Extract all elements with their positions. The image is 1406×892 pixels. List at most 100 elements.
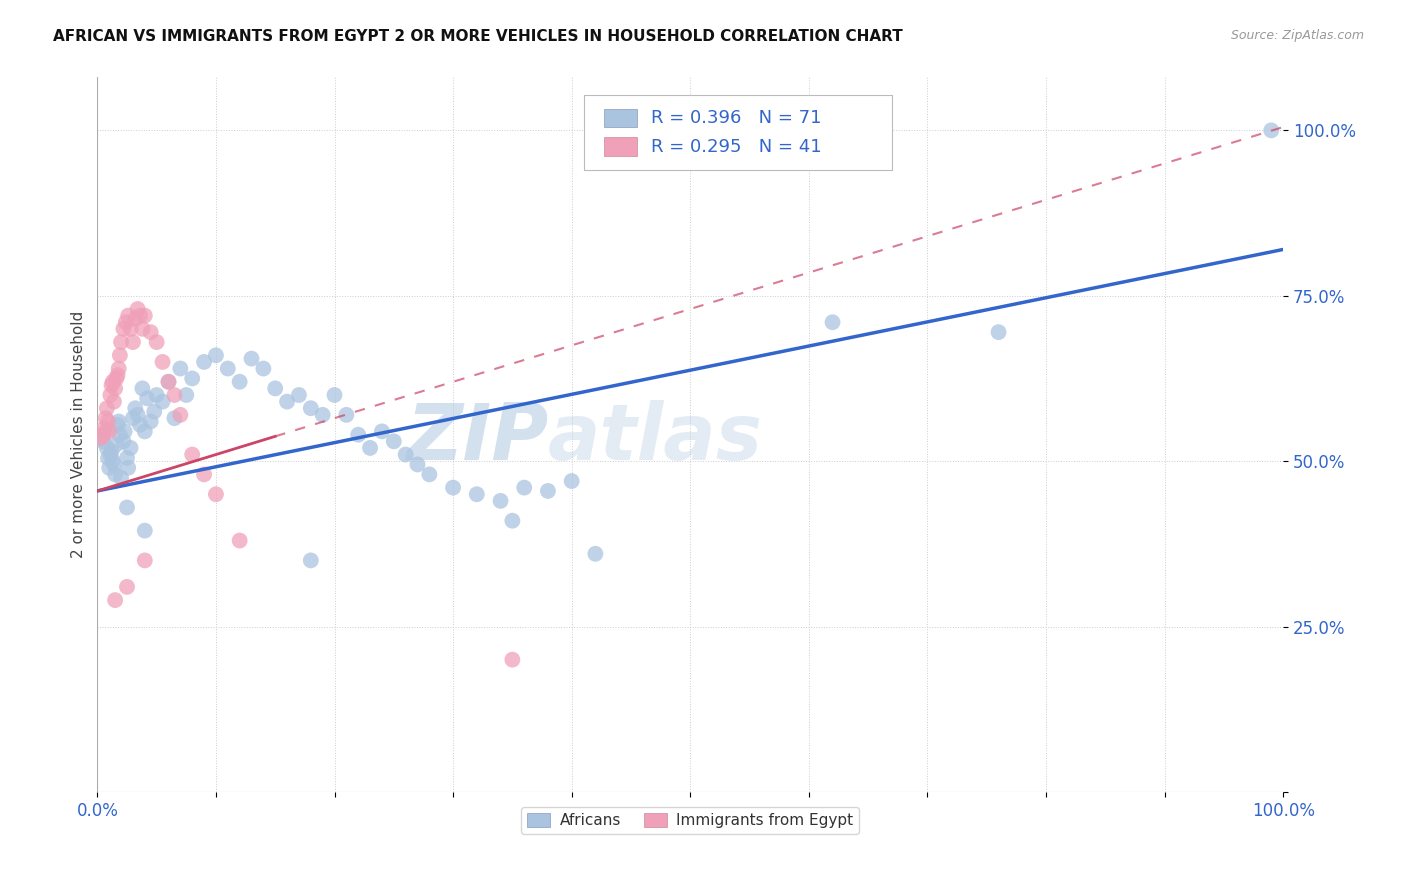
Point <box>107 361 129 376</box>
Text: ZIP: ZIP <box>406 401 548 476</box>
Text: R = 0.396   N = 71: R = 0.396 N = 71 <box>651 109 821 128</box>
Point <box>110 334 132 349</box>
Point <box>276 394 298 409</box>
Point <box>240 351 263 366</box>
Point <box>114 315 136 329</box>
Point <box>252 361 274 376</box>
Point <box>205 348 228 362</box>
Point <box>115 580 138 594</box>
Point <box>103 394 125 409</box>
Point <box>228 533 250 548</box>
Point <box>131 381 153 395</box>
Point <box>134 309 156 323</box>
Point <box>114 425 136 439</box>
Point <box>107 417 129 432</box>
Point <box>181 448 204 462</box>
Point <box>987 325 1010 339</box>
Point <box>100 388 122 402</box>
Point <box>152 355 174 369</box>
Point <box>152 394 174 409</box>
Y-axis label: 2 or more Vehicles in Household: 2 or more Vehicles in Household <box>72 311 86 558</box>
Point <box>98 425 121 439</box>
Point <box>90 431 112 445</box>
Point <box>115 450 138 465</box>
Text: atlas: atlas <box>548 401 763 476</box>
Point <box>163 388 186 402</box>
Point <box>181 371 204 385</box>
Point <box>217 361 239 376</box>
Point <box>105 437 128 451</box>
Point <box>371 425 394 439</box>
Point <box>122 334 145 349</box>
Point <box>100 378 122 392</box>
Point <box>97 414 120 428</box>
Point <box>311 408 333 422</box>
Point <box>169 361 191 376</box>
Point <box>228 375 250 389</box>
Point <box>205 487 228 501</box>
Point <box>821 315 844 329</box>
Point <box>112 322 135 336</box>
Point <box>124 401 146 416</box>
Point <box>104 593 127 607</box>
Point <box>561 474 583 488</box>
Point <box>299 553 322 567</box>
Point <box>110 471 132 485</box>
Point <box>288 388 311 402</box>
Point <box>107 368 129 383</box>
Point <box>91 434 114 449</box>
Point <box>441 481 464 495</box>
Point <box>139 414 162 428</box>
Point <box>96 401 118 416</box>
Point <box>103 458 125 472</box>
Point <box>489 494 512 508</box>
Point <box>145 388 167 402</box>
Point <box>134 524 156 538</box>
Text: Source: ZipAtlas.com: Source: ZipAtlas.com <box>1230 29 1364 42</box>
Text: R = 0.295   N = 41: R = 0.295 N = 41 <box>651 137 821 156</box>
Point <box>107 414 129 428</box>
Point <box>117 309 139 323</box>
Bar <box>603 109 637 128</box>
Text: AFRICAN VS IMMIGRANTS FROM EGYPT 2 OR MORE VEHICLES IN HOUSEHOLD CORRELATION CHA: AFRICAN VS IMMIGRANTS FROM EGYPT 2 OR MO… <box>53 29 903 44</box>
Point <box>139 325 162 339</box>
Point <box>104 381 127 395</box>
Point <box>124 312 146 326</box>
Point <box>136 392 159 406</box>
Point <box>108 427 131 442</box>
Point <box>117 460 139 475</box>
Point <box>1260 123 1282 137</box>
Bar <box>603 137 637 156</box>
Point <box>359 441 381 455</box>
Point <box>100 448 122 462</box>
Point <box>501 514 523 528</box>
Point <box>134 425 156 439</box>
Point <box>537 483 560 498</box>
Point <box>127 408 149 422</box>
Point <box>129 417 152 432</box>
Point <box>335 408 357 422</box>
Point <box>100 444 122 458</box>
Point <box>90 431 112 445</box>
Point <box>120 441 142 455</box>
Point <box>96 441 118 455</box>
Point <box>163 411 186 425</box>
Point <box>127 301 149 316</box>
FancyBboxPatch shape <box>583 95 891 170</box>
Point <box>97 450 120 465</box>
Point <box>406 458 429 472</box>
Point <box>94 425 117 439</box>
Point <box>264 381 287 395</box>
Legend: Africans, Immigrants from Egypt: Africans, Immigrants from Egypt <box>522 806 859 834</box>
Point <box>104 467 127 482</box>
Point <box>91 427 114 442</box>
Point <box>120 322 142 336</box>
Point <box>105 371 128 385</box>
Point <box>382 434 405 449</box>
Point <box>418 467 440 482</box>
Point <box>583 547 606 561</box>
Point <box>129 309 152 323</box>
Point <box>395 448 418 462</box>
Point <box>143 404 166 418</box>
Point <box>193 355 215 369</box>
